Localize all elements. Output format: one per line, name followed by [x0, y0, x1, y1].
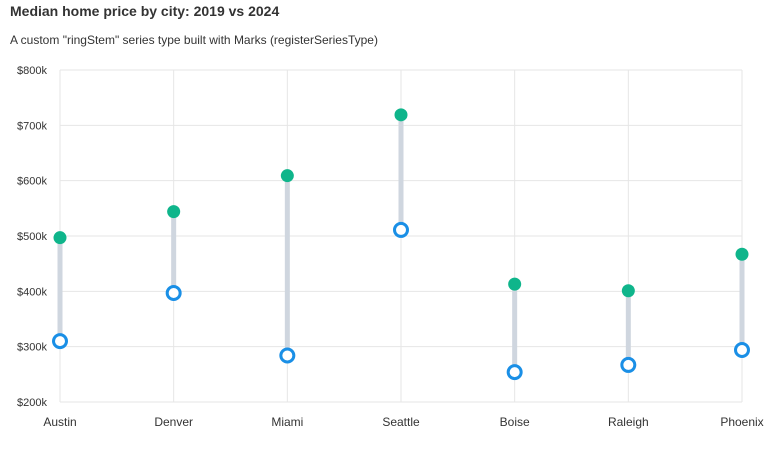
ring-point: [734, 341, 750, 358]
ring-point: [52, 333, 68, 350]
y-tick-label: $200k: [17, 397, 47, 409]
y-tick-label: $300k: [17, 342, 47, 354]
x-tick-label: Phoenix: [720, 415, 763, 429]
dot-point: [167, 205, 181, 219]
dot-point: [735, 247, 749, 261]
chart-title: Median home price by city: 2019 vs 2024: [10, 3, 280, 19]
dot-point: [394, 108, 408, 122]
y-tick-label: $700k: [17, 120, 47, 132]
x-tick-label: Austin: [43, 415, 76, 429]
dot-point: [508, 277, 522, 291]
x-tick-label: Raleigh: [608, 415, 649, 429]
dot-point: [53, 231, 67, 245]
y-tick-label: $400k: [17, 286, 47, 298]
ring-point: [393, 221, 409, 238]
y-tick-label: $600k: [17, 176, 47, 188]
ring-point: [165, 284, 182, 301]
y-tick-label: $800k: [17, 65, 47, 77]
x-tick-label: Boise: [500, 415, 530, 429]
dot-point: [280, 169, 294, 183]
x-tick-label: Miami: [271, 415, 303, 429]
y-tick-label: $500k: [17, 231, 47, 243]
ring-point: [620, 356, 637, 373]
x-tick-label: Seattle: [382, 415, 420, 429]
ring-point: [279, 347, 296, 364]
dot-point: [621, 284, 635, 298]
chart-subtitle: A custom "ringStem" series type built wi…: [10, 33, 378, 47]
ring-point: [506, 364, 523, 381]
x-tick-label: Denver: [154, 415, 193, 429]
